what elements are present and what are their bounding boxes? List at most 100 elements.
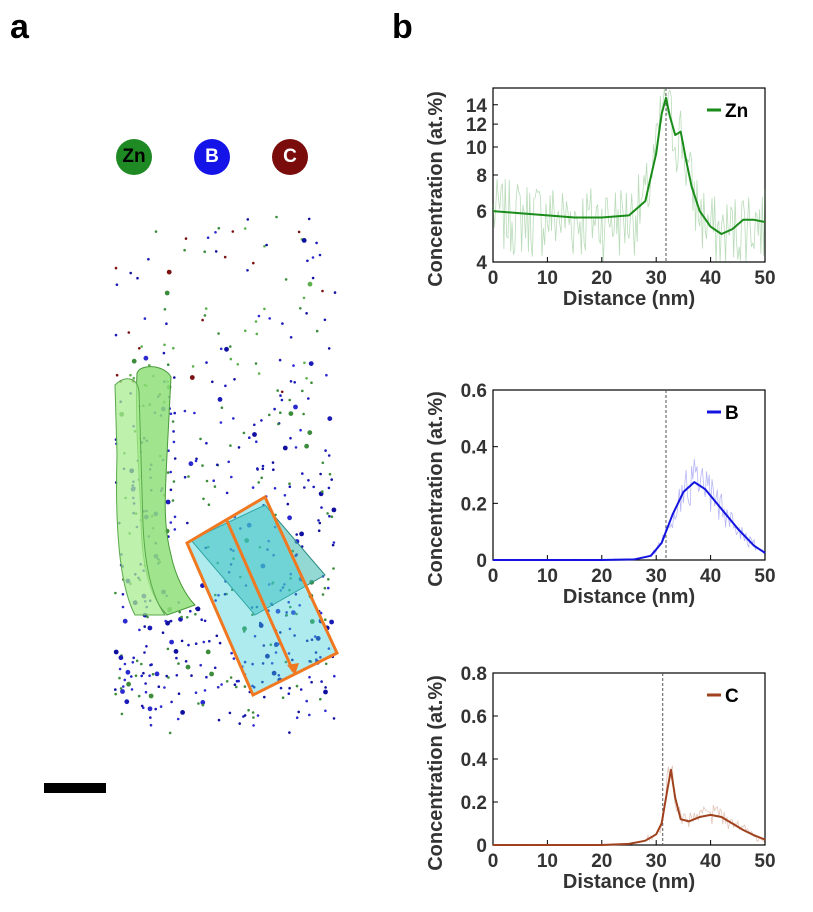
atom-dot: [219, 347, 223, 351]
atom-dot: [147, 625, 153, 631]
c-raw-trace: [493, 765, 766, 846]
atom-dot: [120, 689, 125, 694]
atom-dot: [320, 680, 323, 683]
atom-dot: [305, 699, 308, 703]
atom-dot: [217, 594, 220, 597]
atom-dot: [331, 543, 335, 547]
atom-dot: [159, 705, 163, 708]
atom-dot: [171, 499, 175, 502]
atom-dot: [143, 317, 147, 320]
atom-dot: [186, 616, 189, 619]
atom-dot: [163, 343, 166, 347]
atom-dot: [114, 688, 117, 691]
b-atom-legend: B: [194, 139, 230, 175]
atom-dot: [215, 634, 219, 638]
atom-dot: [289, 605, 292, 609]
atom-dot: [219, 421, 223, 424]
atom-dot: [180, 639, 184, 643]
b-ytick-label: 0: [476, 551, 487, 572]
atom-dot: [325, 373, 328, 377]
atom-dot: [318, 521, 322, 525]
atom-dot: [321, 490, 324, 493]
c-atom-legend: C: [272, 139, 308, 175]
atom-dot: [261, 680, 264, 684]
atom-dot: [284, 660, 288, 664]
atom-dot: [251, 662, 254, 666]
atom-dot: [303, 486, 306, 489]
atom-dot: [256, 467, 259, 470]
atom-dot: [307, 397, 310, 400]
zn-isosurface-base: [190, 504, 326, 616]
c-xtick-label: 50: [754, 851, 775, 872]
atom-dot: [180, 615, 183, 619]
atom-dot: [301, 238, 307, 243]
atom-dot: [311, 276, 315, 280]
atom-dot: [220, 683, 223, 686]
atom-dot: [315, 658, 318, 661]
atom-dot: [277, 422, 280, 426]
atom-dot: [138, 628, 141, 632]
atom-dot: [184, 660, 188, 663]
atom-dot: [225, 491, 229, 495]
atom-dot: [275, 608, 281, 614]
atom-dot: [251, 613, 254, 616]
atom-dot: [199, 663, 202, 667]
atom-dot: [303, 361, 306, 365]
atom-dot: [132, 656, 135, 660]
atom-dot: [124, 699, 130, 705]
atom-dot: [293, 381, 296, 384]
atom-dot: [308, 361, 314, 366]
c-y-axis-label: Concentration (at.%): [425, 675, 447, 871]
atom-dot: [148, 364, 151, 367]
atom-dot: [243, 685, 247, 688]
atom-dot: [330, 478, 333, 481]
scale-bar: [44, 783, 106, 793]
atom-dot: [189, 609, 192, 613]
atom-dot: [207, 503, 211, 507]
atom-dot: [319, 697, 322, 701]
atom-dot: [330, 515, 334, 518]
atom-dot: [329, 619, 334, 625]
atom-dot: [288, 398, 291, 402]
atom-dot: [327, 416, 333, 421]
atom-dot: [327, 347, 331, 350]
atom-dot: [114, 266, 118, 270]
b-ytick-label: 0.2: [461, 494, 487, 515]
atom-dot: [270, 662, 274, 665]
atom-dot: [242, 626, 247, 632]
atom-dot: [294, 593, 298, 596]
zn-raw-trace: [492, 87, 766, 263]
atom-dot: [252, 685, 256, 689]
atom-dot: [202, 640, 206, 644]
atom-dot: [129, 271, 132, 275]
atom-dot: [169, 521, 173, 524]
atom-dot: [172, 430, 175, 433]
atom-dot: [317, 529, 321, 532]
analysis-roi-box: [185, 494, 339, 698]
atom-dot: [277, 674, 281, 677]
atom-dot: [220, 406, 224, 409]
b-ytick-label: 0.6: [461, 381, 487, 402]
c-ytick-label: 0.8: [461, 664, 487, 685]
atom-dot: [257, 314, 261, 318]
atom-dot: [205, 649, 211, 655]
atom-dot: [114, 591, 117, 595]
atom-dot: [315, 329, 319, 333]
atom-dot: [211, 380, 214, 384]
atom-dot: [203, 314, 207, 317]
atom-dot: [247, 708, 250, 712]
atom-dot: [205, 361, 208, 364]
atom-dot: [169, 639, 174, 645]
atom-dot: [305, 312, 308, 315]
atom-dot: [327, 578, 330, 581]
atom-dot: [118, 667, 122, 671]
atom-dot: [287, 515, 292, 521]
atom-dot: [321, 289, 324, 293]
atom-dot: [229, 444, 232, 447]
atom-dot: [280, 398, 284, 402]
atom-dot: [203, 250, 206, 253]
atom-dot: [130, 675, 133, 678]
atom-dot: [299, 688, 303, 691]
zn-smoothed-line: [492, 96, 766, 235]
atom-dot: [162, 351, 166, 355]
